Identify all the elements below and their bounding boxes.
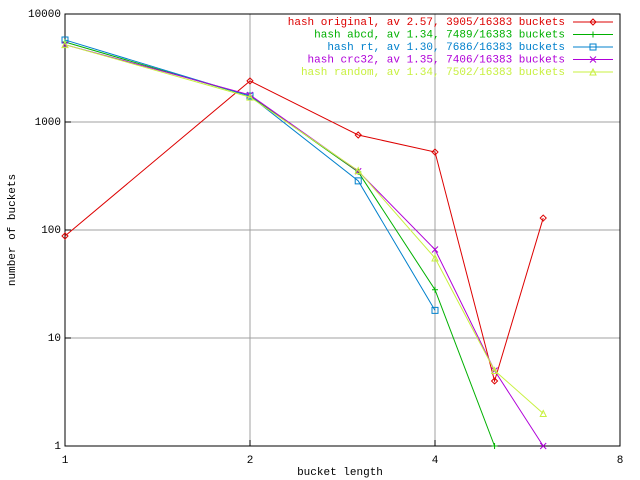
x-axis-label: bucket length — [297, 467, 383, 479]
marker — [431, 246, 439, 253]
marker — [589, 56, 597, 63]
marker — [539, 442, 547, 450]
marker — [539, 409, 548, 417]
marker — [490, 377, 499, 385]
marker — [354, 166, 363, 175]
marker — [354, 177, 362, 185]
marker — [590, 31, 596, 38]
marker — [589, 43, 597, 51]
marker — [490, 366, 499, 375]
x-tick-label: 1 — [62, 455, 69, 467]
marker — [246, 77, 254, 85]
x-tick-label: 8 — [617, 455, 624, 467]
series-line — [64, 39, 436, 311]
legend-label: hash rt, av 1.30, 7686/16383 buckets — [327, 42, 565, 54]
marker — [539, 214, 547, 222]
marker — [589, 67, 597, 76]
legend-label: hash original, av 2.57, 3905/16383 bucke… — [288, 17, 565, 29]
y-tick-label: 1 — [54, 441, 61, 453]
marker — [491, 443, 498, 449]
marker — [431, 148, 439, 156]
legend-label: hash random, av 1.34, 7502/16383 buckets — [301, 67, 565, 79]
series-line — [64, 44, 544, 414]
legend-label: hash abcd, av 1.34, 7489/16383 buckets — [314, 29, 565, 41]
marker — [431, 306, 439, 314]
legend-label: hash crc32, av 1.35, 7406/16383 buckets — [308, 54, 565, 66]
marker — [432, 286, 438, 293]
marker — [431, 253, 439, 262]
x-tick-label: 4 — [432, 455, 439, 467]
marker — [61, 232, 69, 240]
y-axis-label: number of buckets — [7, 174, 19, 286]
y-tick-label: 10 — [48, 333, 61, 345]
y-tick-label: 1000 — [35, 117, 61, 129]
marker — [61, 40, 69, 49]
marker — [246, 92, 254, 101]
marker — [589, 18, 597, 26]
marker — [61, 36, 69, 44]
plot-frame — [64, 13, 621, 447]
series-line — [64, 80, 544, 383]
y-tick-label: 100 — [41, 225, 61, 237]
marker — [354, 131, 362, 139]
series-line — [64, 44, 544, 447]
y-tick-label: 10000 — [28, 9, 61, 21]
x-tick-label: 2 — [247, 455, 254, 467]
